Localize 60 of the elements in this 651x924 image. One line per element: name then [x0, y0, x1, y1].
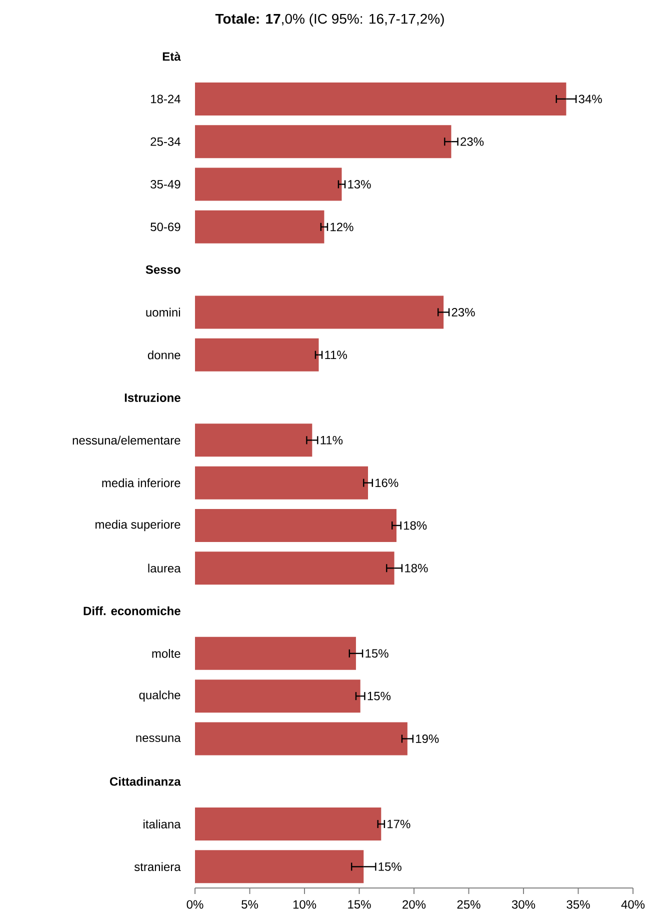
data-label: 18% [404, 521, 427, 530]
bar [195, 125, 452, 158]
bar [195, 424, 312, 457]
data-label: 15% [378, 862, 402, 871]
data-label: 16% [376, 478, 398, 488]
chart-title: Totale: 17,0% (IC 95%: 16,7-17,2%) [215, 13, 444, 27]
y-tick-label: laurea [148, 564, 181, 573]
data-label: 15% [366, 649, 388, 658]
y-tick-label: 50-69 [150, 222, 180, 232]
data-label: 11% [320, 436, 343, 444]
y-tick-label: qualche [139, 690, 180, 702]
y-tick-label: straniera [134, 862, 181, 872]
y-tick-label: italiana [144, 820, 181, 828]
y-tick-label: nessuna [136, 735, 181, 742]
x-tick-label: 0% [186, 900, 204, 909]
x-tick-label: 20% [402, 900, 426, 909]
data-label: 18% [405, 564, 428, 572]
bar [195, 82, 566, 116]
data-label: 23% [452, 308, 475, 316]
y-tick-label: 35-49 [150, 180, 180, 189]
x-tick-label: 30% [512, 900, 536, 909]
bar [195, 338, 319, 372]
x-tick-label: 25% [457, 900, 480, 909]
data-label: 13% [348, 180, 371, 189]
x-tick-label: 40% [621, 900, 645, 909]
data-label: 23% [460, 137, 484, 146]
bar [195, 850, 364, 884]
bar [195, 168, 342, 201]
bar [195, 466, 368, 500]
y-tick-label: nessuna/elementare [72, 436, 180, 445]
y-tick-label: Diff. economiche [84, 606, 180, 616]
y-tick-label: media superiore [96, 520, 180, 532]
y-tick-label: 18-24 [151, 94, 180, 104]
bar [195, 508, 396, 542]
y-tick-label: 25-34 [150, 137, 180, 146]
y-tick-label: donne [148, 350, 180, 360]
y-tick-label: media inferiore [102, 478, 180, 488]
bar [195, 808, 382, 841]
bar [195, 552, 394, 585]
y-tick-label: Istruzione [124, 393, 180, 402]
data-label: 11% [325, 350, 347, 360]
y-tick-label: Sesso [146, 265, 180, 274]
bar [195, 296, 444, 329]
x-tick-label: 15% [348, 900, 371, 909]
data-label: 19% [416, 734, 439, 743]
x-tick-label: 10% [293, 900, 316, 909]
y-tick-label: Cittadinanza [110, 776, 181, 786]
data-label: 15% [368, 692, 391, 700]
data-label: 34% [578, 94, 602, 104]
x-tick-label: 5% [242, 900, 258, 909]
data-label: 12% [330, 222, 354, 232]
y-tick-label: molte [152, 649, 180, 658]
bar [195, 722, 408, 756]
bar [195, 680, 360, 713]
y-tick-label: Età [162, 52, 181, 61]
bar [195, 636, 356, 670]
y-tick-label: uomini [146, 308, 180, 317]
bar [195, 210, 324, 244]
x-tick-label: 35% [566, 900, 590, 909]
data-label: 17% [388, 820, 410, 828]
